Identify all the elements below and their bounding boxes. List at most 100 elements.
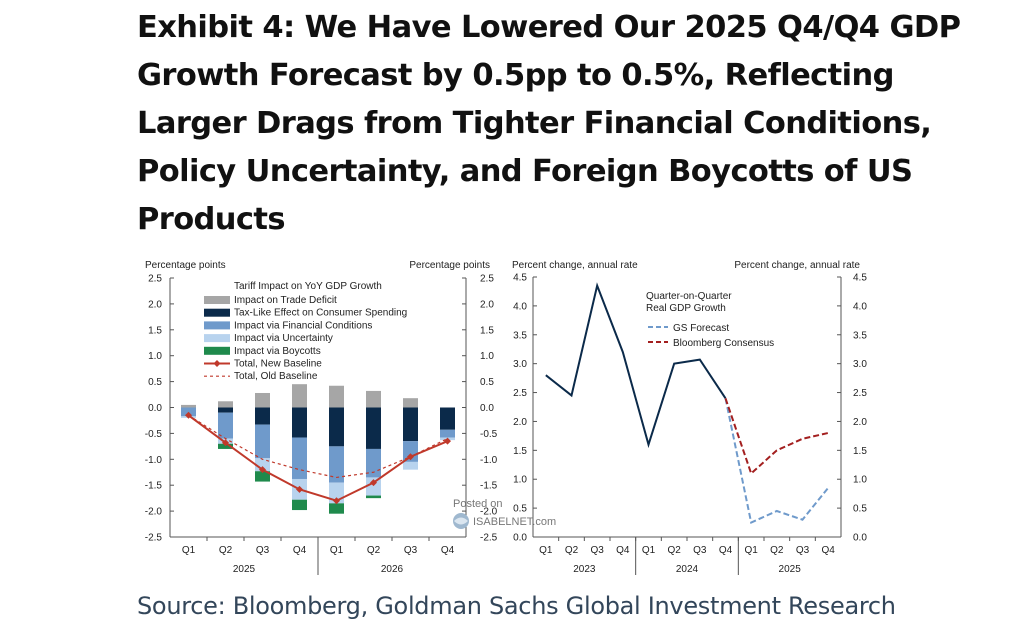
- bar-segment: [292, 408, 307, 438]
- legend-swatch: [204, 321, 230, 329]
- source-note: Source: Bloomberg, Goldman Sachs Global …: [137, 592, 896, 620]
- y-tick-label-right: 2.0: [853, 417, 867, 428]
- x-tick-label: Q4: [616, 545, 630, 556]
- legend-label: Impact via Financial Conditions: [234, 320, 372, 331]
- bar-segment: [255, 408, 270, 425]
- x-tick-label: Q4: [293, 545, 307, 556]
- x-tick-label: Q2: [367, 545, 381, 556]
- y-tick-label-left: 1.5: [148, 325, 162, 336]
- bar-segment: [292, 438, 307, 479]
- year-label: 2026: [381, 564, 404, 575]
- bar-segment: [218, 408, 233, 413]
- y-tick-label-right: 1.0: [853, 475, 867, 486]
- x-tick-label: Q3: [796, 545, 810, 556]
- bar-segment: [218, 401, 233, 407]
- bar-segment: [255, 425, 270, 459]
- x-tick-label: Q1: [539, 545, 553, 556]
- legend-label: GS Forecast: [673, 323, 729, 334]
- y-tick-label-left: 1.0: [148, 351, 162, 362]
- bar-segment: [329, 503, 344, 513]
- legend-swatch: [204, 334, 230, 342]
- y-tick-label-left: -0.5: [145, 429, 163, 440]
- bar-segment: [329, 386, 344, 408]
- x-tick-label: Q1: [182, 545, 196, 556]
- y-tick-label-right: -2.5: [480, 533, 498, 544]
- legend-label: Tax-Like Effect on Consumer Spending: [234, 308, 407, 319]
- bar-segment: [329, 408, 344, 447]
- x-tick-label: Q2: [219, 545, 233, 556]
- bar-segment: [440, 430, 455, 438]
- y-tick-label-left: 3.5: [513, 330, 527, 341]
- x-tick-label: Q2: [565, 545, 579, 556]
- forecast-line: [726, 398, 829, 473]
- legend-label: Impact via Uncertainty: [234, 333, 333, 344]
- y-tick-label-left: -1.0: [145, 455, 163, 466]
- year-label: 2025: [233, 564, 256, 575]
- y-tick-label-right: 0.0: [480, 403, 494, 414]
- bar-segment: [292, 500, 307, 510]
- y-tick-label-left: 3.0: [513, 359, 527, 370]
- bar-segment: [366, 496, 381, 499]
- bar-segment: [181, 405, 196, 408]
- bar-segment: [440, 408, 455, 430]
- y-tick-label-right: 4.5: [853, 273, 867, 284]
- y-tick-label-right: 1.5: [480, 325, 494, 336]
- bar-segment: [403, 398, 418, 407]
- left-axis-label: Percent change, annual rate: [512, 260, 638, 271]
- y-tick-label-right: 2.5: [853, 388, 867, 399]
- chart-title-line-1: Quarter-on-Quarter: [646, 291, 732, 302]
- y-tick-label-left: 2.0: [513, 417, 527, 428]
- x-tick-label: Q2: [770, 545, 784, 556]
- legend-swatch: [204, 347, 230, 355]
- y-tick-label-left: 1.5: [513, 446, 527, 457]
- legend-label: Total, New Baseline: [234, 359, 322, 370]
- globe-icon: [453, 513, 469, 529]
- right-axis-label: Percentage points: [409, 260, 490, 271]
- x-tick-label: Q4: [821, 545, 835, 556]
- y-tick-label-left: 0.5: [148, 377, 162, 388]
- chart-title-line-2: Real GDP Growth: [646, 303, 726, 314]
- legend-swatch: [214, 360, 221, 367]
- x-tick-label: Q1: [744, 545, 758, 556]
- x-tick-label: Q2: [667, 545, 681, 556]
- y-tick-label-right: 0.5: [480, 377, 494, 388]
- y-tick-label-left: 4.5: [513, 273, 527, 284]
- legend-label: Bloomberg Consensus: [673, 338, 774, 349]
- y-tick-label-right: 4.0: [853, 301, 867, 312]
- x-tick-label: Q3: [693, 545, 707, 556]
- y-tick-label-right: 1.5: [853, 446, 867, 457]
- y-tick-label-left: -2.5: [145, 533, 163, 544]
- year-label: 2024: [676, 564, 699, 575]
- watermark-line-1: Posted on: [453, 498, 503, 510]
- legend-label: Impact on Trade Deficit: [234, 295, 337, 306]
- y-tick-label-left: 2.5: [513, 388, 527, 399]
- x-tick-label: Q3: [404, 545, 418, 556]
- x-tick-label: Q3: [256, 545, 270, 556]
- y-tick-label-left: 0.0: [148, 403, 162, 414]
- y-tick-label-left: 0.0: [513, 533, 527, 544]
- y-tick-label-right: 3.5: [853, 330, 867, 341]
- gdp-growth-chart: Percent change, annual rate Percent chan…: [512, 260, 867, 575]
- legend-label: Total, Old Baseline: [234, 371, 318, 382]
- year-label: 2025: [779, 564, 802, 575]
- x-tick-label: Q4: [441, 545, 455, 556]
- watermark: Posted on ISABELNET.com: [453, 498, 556, 529]
- y-tick-label-left: 2.0: [148, 299, 162, 310]
- x-tick-label: Q1: [330, 545, 344, 556]
- y-tick-label-right: 2.5: [480, 274, 494, 285]
- y-tick-label-left: 0.5: [513, 504, 527, 515]
- y-tick-label-right: 2.0: [480, 299, 494, 310]
- x-tick-label: Q1: [642, 545, 656, 556]
- y-tick-label-left: 4.0: [513, 301, 527, 312]
- forecast-line: [726, 398, 829, 522]
- y-tick-label-left: -2.0: [145, 507, 163, 518]
- y-tick-label-right: -0.5: [480, 429, 498, 440]
- legend-swatch: [204, 309, 230, 317]
- y-tick-label-right: 3.0: [853, 359, 867, 370]
- legend-label: Impact via Boycotts: [234, 346, 321, 357]
- y-tick-label-left: -1.5: [145, 481, 163, 492]
- watermark-line-2: ISABELNET.com: [473, 516, 556, 528]
- bar-segment: [292, 384, 307, 407]
- bar-segment: [255, 393, 270, 408]
- y-tick-label-left: 1.0: [513, 475, 527, 486]
